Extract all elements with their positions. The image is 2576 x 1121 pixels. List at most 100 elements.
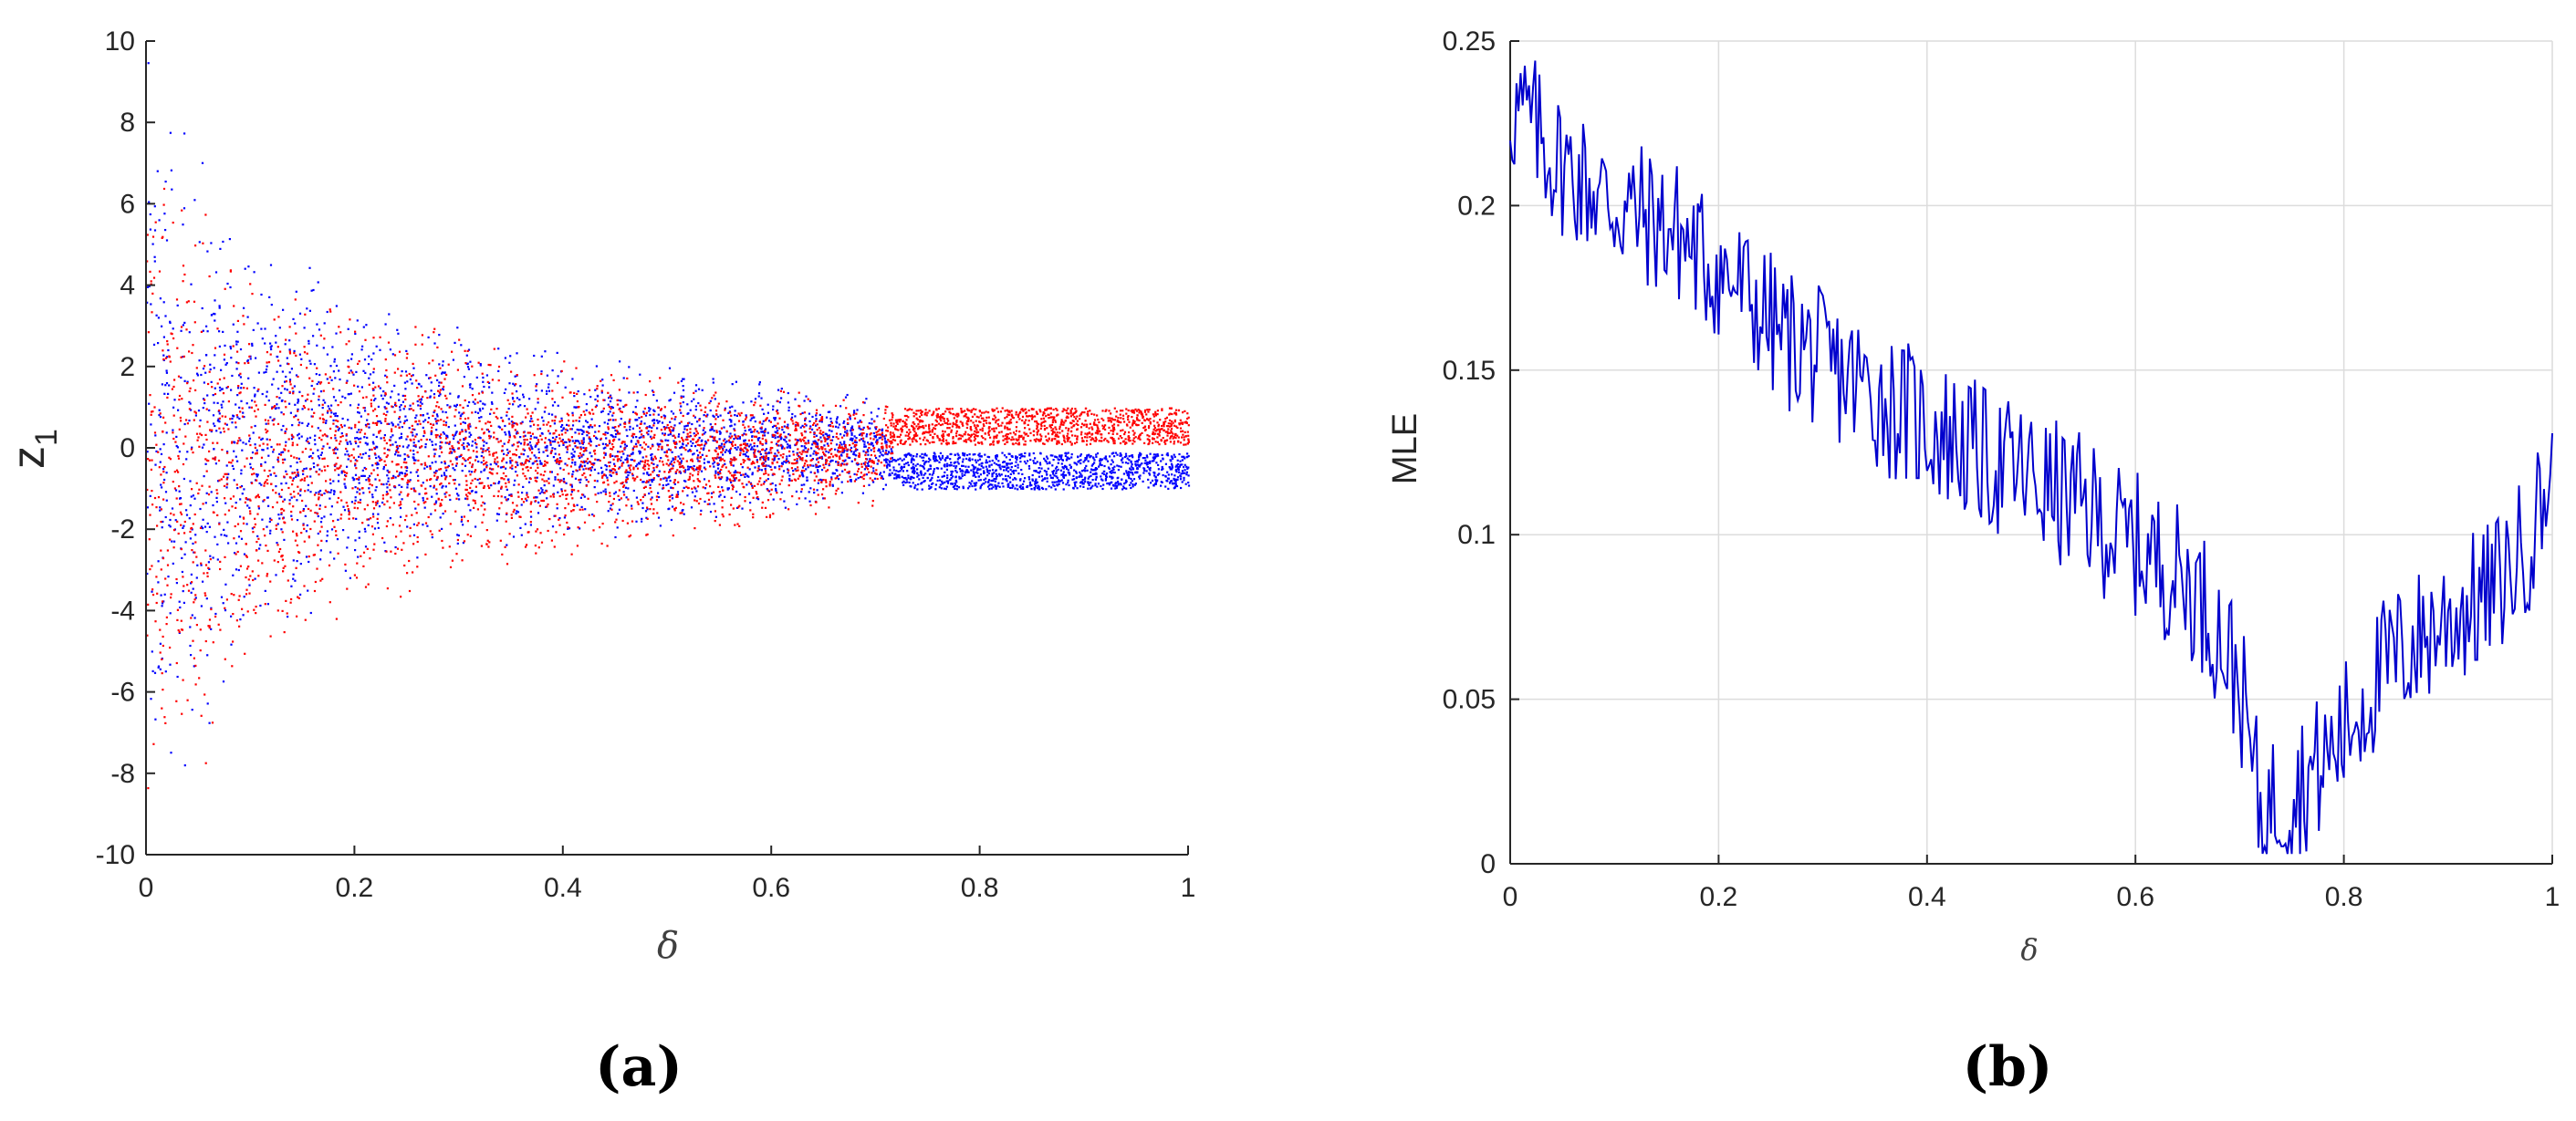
scatter-point bbox=[703, 414, 705, 417]
scatter-point bbox=[589, 473, 591, 477]
scatter-point bbox=[1116, 464, 1119, 467]
scatter-point bbox=[337, 429, 339, 431]
scatter-point bbox=[978, 452, 981, 455]
scatter-point bbox=[176, 304, 179, 306]
scatter-point bbox=[967, 471, 970, 473]
scatter-point bbox=[449, 523, 452, 525]
scatter-point bbox=[374, 453, 377, 456]
scatter-point bbox=[762, 456, 765, 459]
scatter-point bbox=[613, 493, 616, 495]
scatter-point bbox=[283, 498, 286, 501]
scatter-point bbox=[764, 468, 767, 471]
scatter-point bbox=[1035, 478, 1038, 481]
scatter-point bbox=[593, 468, 596, 471]
scatter-point bbox=[255, 357, 257, 359]
scatter-point bbox=[551, 389, 554, 392]
scatter-point bbox=[995, 458, 997, 461]
scatter-point bbox=[508, 361, 511, 364]
scatter-point bbox=[162, 498, 165, 501]
scatter-point bbox=[201, 484, 203, 487]
scatter-point bbox=[1094, 469, 1097, 472]
scatter-point bbox=[736, 446, 739, 449]
scatter-point bbox=[738, 437, 741, 440]
scatter-point bbox=[333, 360, 336, 363]
scatter-point bbox=[421, 343, 423, 346]
scatter-point bbox=[1132, 468, 1135, 471]
scatter-point bbox=[1183, 466, 1185, 469]
scatter-point bbox=[195, 482, 198, 484]
scatter-point bbox=[729, 472, 732, 474]
scatter-point bbox=[796, 439, 798, 441]
scatter-point bbox=[886, 458, 889, 462]
scatter-point bbox=[825, 438, 829, 441]
scatter-point bbox=[368, 487, 370, 490]
scatter-point bbox=[1084, 476, 1087, 479]
scatter-point bbox=[633, 433, 636, 436]
scatter-point bbox=[191, 528, 193, 531]
scatter-point bbox=[601, 442, 604, 445]
scatter-point bbox=[368, 355, 370, 358]
scatter-point bbox=[988, 469, 991, 472]
scatter-point bbox=[318, 328, 321, 331]
scatter-point bbox=[481, 372, 484, 375]
scatter-point bbox=[325, 421, 328, 424]
scatter-point bbox=[754, 398, 757, 400]
scatter-point bbox=[1056, 456, 1059, 459]
scatter-point bbox=[586, 462, 589, 464]
scatter-point bbox=[870, 411, 872, 414]
scatter-point bbox=[1064, 420, 1067, 422]
scatter-point bbox=[724, 451, 726, 453]
scatter-point bbox=[1075, 472, 1078, 474]
scatter-point bbox=[609, 461, 611, 463]
scatter-point bbox=[1090, 468, 1093, 471]
scatter-point bbox=[235, 619, 238, 622]
scatter-point bbox=[879, 473, 881, 476]
scatter-point bbox=[1186, 467, 1189, 471]
scatter-point bbox=[865, 398, 868, 400]
scatter-point bbox=[275, 335, 277, 337]
scatter-point bbox=[380, 437, 382, 440]
scatter-point bbox=[644, 414, 648, 417]
scatter-point bbox=[701, 439, 704, 441]
scatter-point bbox=[362, 492, 365, 494]
scatter-point bbox=[284, 380, 287, 383]
scatter-point bbox=[464, 418, 467, 420]
scatter-point bbox=[552, 484, 555, 487]
scatter-point bbox=[912, 467, 914, 470]
scatter-point bbox=[922, 466, 925, 469]
scatter-point bbox=[878, 455, 881, 458]
scatter-point bbox=[811, 428, 814, 431]
scatter-point bbox=[900, 465, 903, 468]
scatter-point bbox=[150, 303, 152, 306]
scatter-point bbox=[823, 444, 826, 447]
scatter-point bbox=[332, 449, 335, 452]
scatter-point bbox=[346, 450, 349, 452]
scatter-point bbox=[466, 404, 469, 407]
scatter-point bbox=[744, 500, 746, 503]
scatter-point bbox=[416, 556, 419, 559]
scatter-point bbox=[524, 523, 527, 525]
scatter-point bbox=[190, 591, 193, 594]
scatter-point bbox=[881, 433, 884, 436]
scatter-point bbox=[698, 468, 702, 471]
scatter-point bbox=[296, 560, 298, 563]
scatter-point bbox=[533, 374, 536, 377]
scatter-point bbox=[1187, 482, 1190, 484]
scatter-point bbox=[524, 474, 527, 478]
scatter-point bbox=[1083, 478, 1086, 481]
scatter-point bbox=[628, 466, 631, 469]
scatter-point bbox=[505, 474, 507, 478]
scatter-point bbox=[1002, 485, 1005, 488]
scatter-point bbox=[757, 395, 760, 398]
scatter-point bbox=[641, 430, 643, 432]
scatter-point bbox=[393, 410, 396, 413]
scatter-point bbox=[540, 462, 543, 465]
scatter-point bbox=[991, 459, 994, 462]
scatter-point bbox=[891, 472, 893, 474]
scatter-point bbox=[287, 616, 289, 618]
scatter-point bbox=[843, 441, 846, 443]
scatter-point bbox=[982, 466, 985, 469]
scatter-point bbox=[929, 486, 932, 489]
scatter-point bbox=[581, 432, 584, 435]
scatter-point bbox=[1104, 437, 1107, 441]
